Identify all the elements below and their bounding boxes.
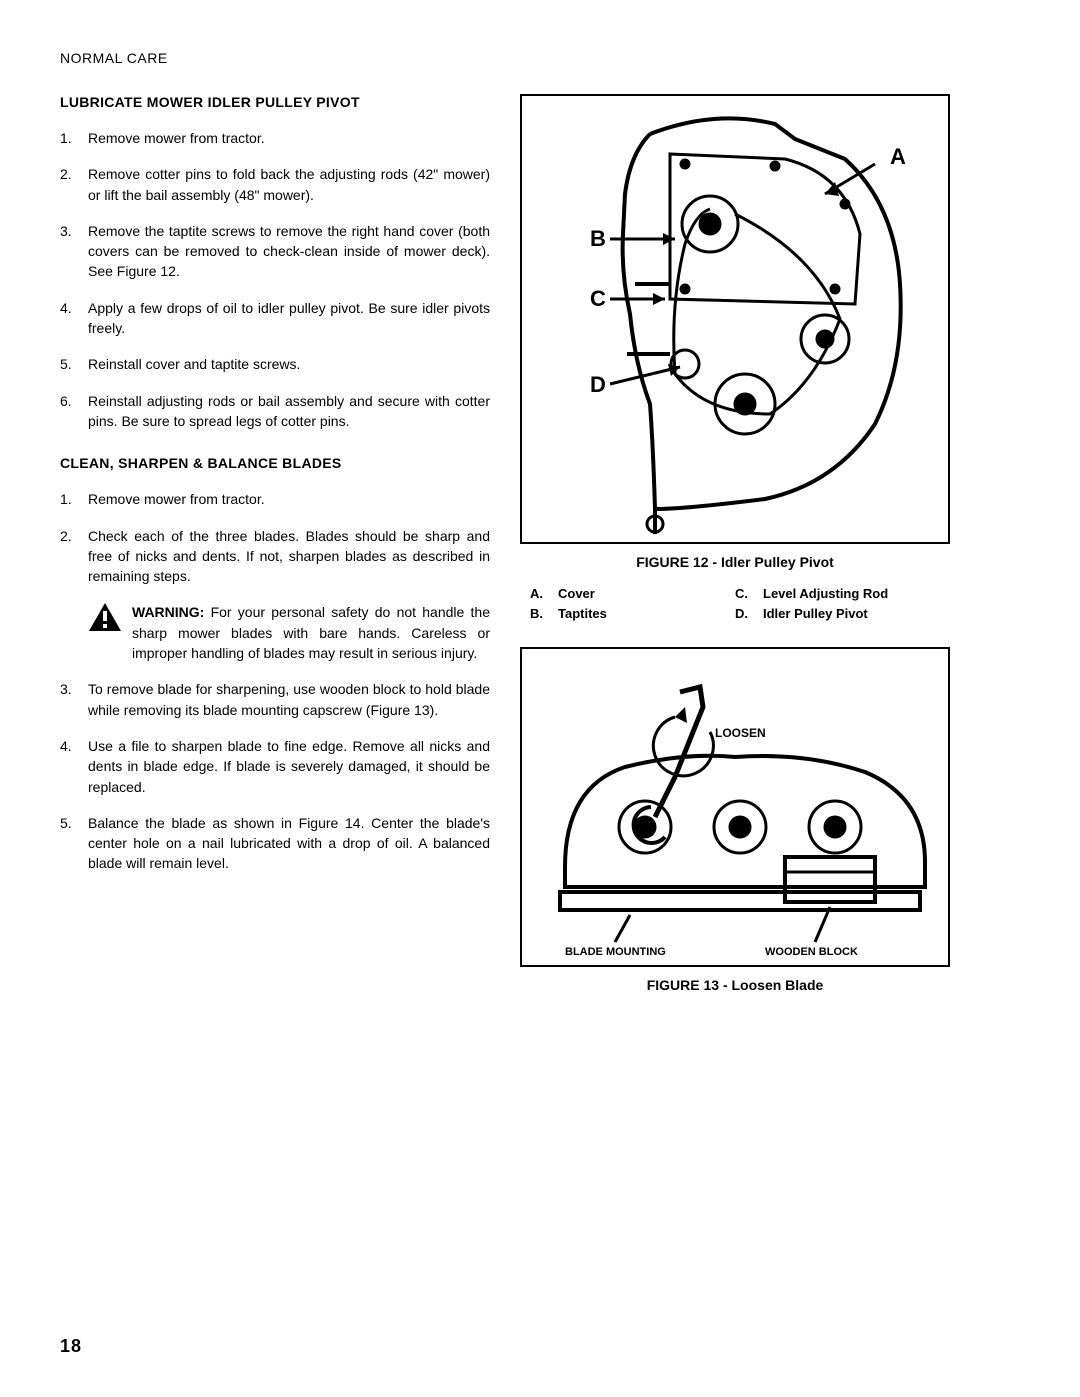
figure12-box: A B C D xyxy=(520,94,950,544)
warning-label: WARNING: xyxy=(132,604,204,620)
legend-item: D. Idler Pulley Pivot xyxy=(735,604,940,624)
step-item: Reinstall cover and taptite screws. xyxy=(60,354,490,374)
warning-block: WARNING: For your personal safety do not… xyxy=(88,602,490,663)
callout-D: D xyxy=(590,372,606,397)
label-capscrew: BLADE MOUNTING xyxy=(565,946,666,957)
page-section-header: NORMAL CARE xyxy=(60,50,1020,66)
callout-B: B xyxy=(590,226,606,251)
step-item: Use a file to sharpen blade to fine edge… xyxy=(60,736,490,797)
section2-heading: CLEAN, SHARPEN & BALANCE BLADES xyxy=(60,455,490,471)
content-columns: LUBRICATE MOWER IDLER PULLEY PIVOT Remov… xyxy=(60,94,1020,1007)
legend-item: C. Level Adjusting Rod xyxy=(735,584,940,604)
step-item: Balance the blade as shown in Figure 14.… xyxy=(60,813,490,874)
figure12-legend: A. Cover B. Taptites C. Level Adjusting … xyxy=(520,584,950,623)
step-item: Reinstall adjusting rods or bail assembl… xyxy=(60,391,490,432)
step-item: Apply a few drops of oil to idler pulley… xyxy=(60,298,490,339)
label-block: WOODEN BLOCK xyxy=(765,946,858,957)
right-column: A B C D FIGURE 12 - Idler Pulley Pivot A… xyxy=(520,94,950,1007)
figure13-box: LOOSEN BLADE MOUNTING CAPSCREW WOODEN BL… xyxy=(520,647,950,967)
figure13-diagram: LOOSEN BLADE MOUNTING CAPSCREW WOODEN BL… xyxy=(535,657,935,957)
section2-steps-a: Remove mower from tractor. Check each of… xyxy=(60,489,490,586)
section1-steps: Remove mower from tractor. Remove cotter… xyxy=(60,128,490,431)
page-number: 18 xyxy=(60,1336,82,1357)
callout-C: C xyxy=(590,286,606,311)
figure12-caption: FIGURE 12 - Idler Pulley Pivot xyxy=(520,554,950,570)
section2-steps-b: To remove blade for sharpening, use wood… xyxy=(60,679,490,873)
section1-heading: LUBRICATE MOWER IDLER PULLEY PIVOT xyxy=(60,94,490,110)
step-item: Check each of the three blades. Blades s… xyxy=(60,526,490,587)
step-item: To remove blade for sharpening, use wood… xyxy=(60,679,490,720)
warning-text: WARNING: For your personal safety do not… xyxy=(132,602,490,663)
callout-A: A xyxy=(890,144,906,169)
figure12-diagram: A B C D xyxy=(535,104,935,534)
step-item: Remove cotter pins to fold back the adju… xyxy=(60,164,490,205)
warning-triangle-icon xyxy=(88,602,122,632)
step-item: Remove mower from tractor. xyxy=(60,489,490,509)
label-loosen: LOOSEN xyxy=(715,726,766,740)
figure13-caption: FIGURE 13 - Loosen Blade xyxy=(520,977,950,993)
legend-item: A. Cover xyxy=(530,584,735,604)
step-item: Remove the taptite screws to remove the … xyxy=(60,221,490,282)
step-item: Remove mower from tractor. xyxy=(60,128,490,148)
left-column: LUBRICATE MOWER IDLER PULLEY PIVOT Remov… xyxy=(60,94,490,1007)
legend-item: B. Taptites xyxy=(530,604,735,624)
